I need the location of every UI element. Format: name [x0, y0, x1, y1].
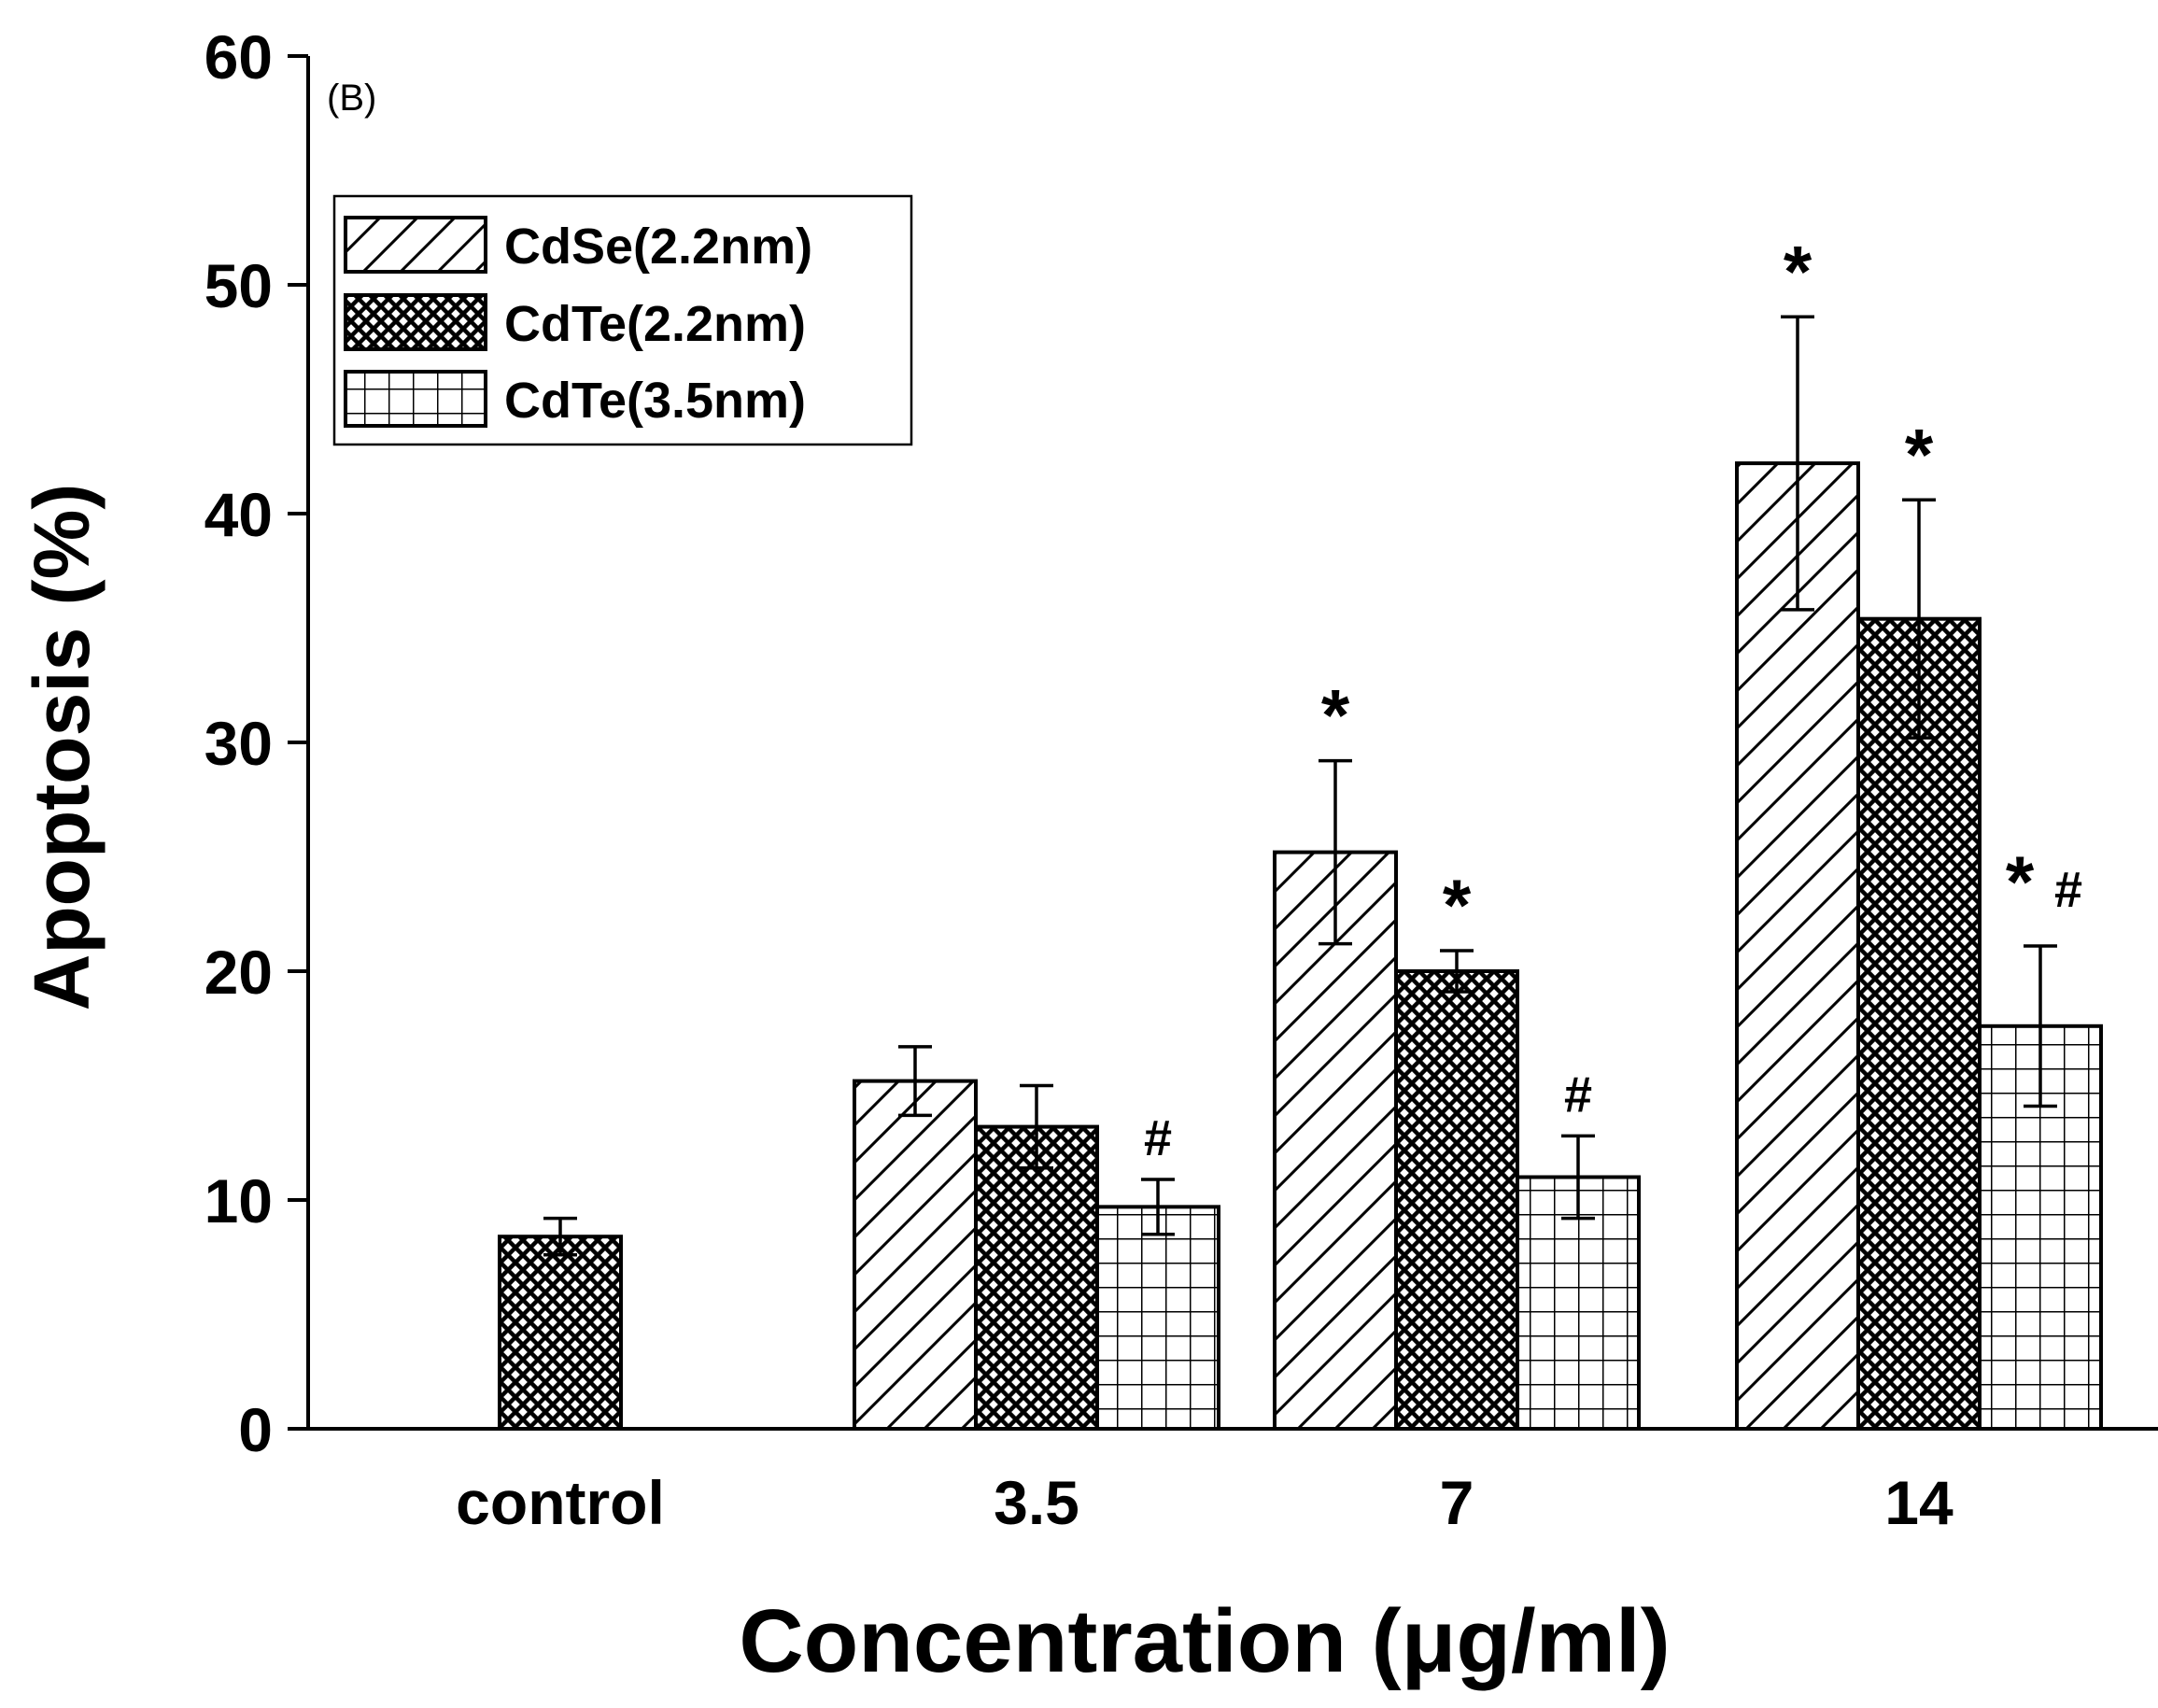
x-tick-label-7: 7	[1440, 1468, 1474, 1537]
significance-star: *	[1321, 674, 1350, 756]
y-tick-label: 30	[205, 709, 273, 778]
bar-cdte-2-2nm-7	[1394, 969, 1519, 1431]
legend-label-cdte-2-2: CdTe(2.2nm)	[504, 296, 806, 352]
significance-hash: #	[2054, 862, 2082, 918]
y-tick-label: 60	[205, 22, 273, 92]
x-ticks: control 3.5 7 14	[456, 1468, 1953, 1537]
significance-star: *	[1905, 413, 1934, 495]
panel-label: (B)	[327, 78, 376, 119]
significance-star: *	[1784, 230, 1812, 312]
bar-cdte-3-5nm-3-5	[1095, 1205, 1220, 1431]
x-tick-label-control: control	[456, 1468, 665, 1537]
legend-label-cdte-3-5: CdTe(3.5nm)	[504, 373, 806, 429]
legend-swatch-cdte-3-5	[344, 370, 487, 428]
legend: CdSe(2.2nm) CdTe(2.2nm) CdTe(3.5nm)	[332, 194, 913, 446]
y-tick-label: 20	[205, 938, 273, 1007]
annotations: # * * # * * * #	[1144, 230, 2082, 1166]
x-axis-title: Concentration (μg/ml)	[739, 1591, 1670, 1691]
bar-cdte-2-2nm-14	[1856, 616, 1982, 1431]
y-tick-label: 50	[205, 251, 273, 320]
bar-cdse-2-2nm-3-5	[853, 1079, 978, 1431]
bars	[498, 461, 2103, 1432]
legend-label-cdse-2-2: CdSe(2.2nm)	[504, 219, 812, 275]
x-tick-label-3-5: 3.5	[994, 1468, 1079, 1537]
y-tick-label: 40	[205, 480, 273, 549]
significance-star: *	[2006, 840, 2035, 923]
significance-hash: #	[1564, 1066, 1592, 1122]
legend-swatch-cdte-2-2	[344, 293, 487, 351]
y-ticks: 0 10 20 30 40 50 60	[205, 22, 308, 1464]
y-axis-title: Apoptosis (%)	[18, 484, 106, 1011]
significance-hash: #	[1144, 1110, 1172, 1166]
error-bars	[543, 315, 2057, 1257]
x-tick-label-14: 14	[1884, 1468, 1953, 1537]
bar-cdte-2-2nm-3-5	[974, 1124, 1099, 1431]
legend-swatch-cdse-2-2	[344, 216, 487, 274]
bar-cdte-2-2nm-control	[498, 1235, 623, 1431]
y-tick-label: 10	[205, 1166, 273, 1235]
y-tick-label: 0	[238, 1395, 273, 1464]
significance-star: *	[1443, 864, 1472, 946]
